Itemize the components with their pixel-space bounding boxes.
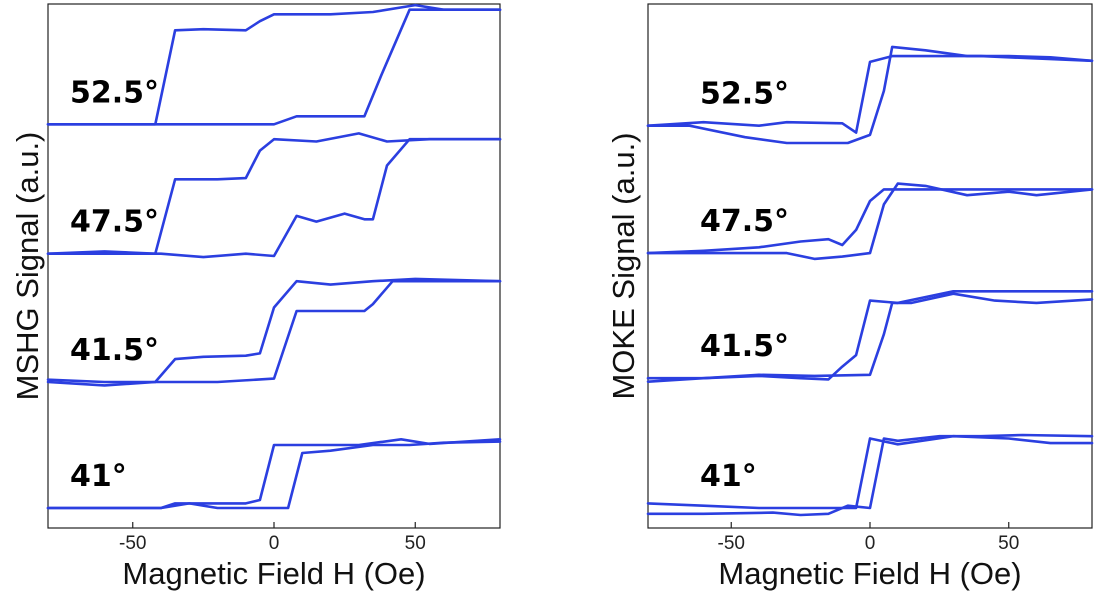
x-tick-label: -50 bbox=[119, 533, 146, 554]
loop-52-5-branch-2 bbox=[46, 8, 502, 126]
curve-label-41-5: 41.5° bbox=[70, 333, 159, 368]
mshg-panel: 52.5° 47.5° 41.5° 41° -50 0 50 Magnetic Field… bbox=[10, 3, 502, 591]
curve-label-41: 41° bbox=[700, 459, 757, 494]
x-tick-label: 50 bbox=[998, 533, 1019, 554]
x-tick-label: 0 bbox=[269, 533, 280, 554]
moke-x-axis-label: Magnetic Field H (Oe) bbox=[718, 556, 1021, 591]
moke-x-ticks: -50 0 50 bbox=[718, 522, 1019, 554]
curve-label-41-5: 41.5° bbox=[700, 329, 789, 364]
x-tick-label: 0 bbox=[865, 533, 876, 554]
curve-label-47-5: 47.5° bbox=[700, 204, 789, 239]
moke-y-axis-label: MOKE Signal (a.u.) bbox=[606, 132, 641, 399]
loop-41-5-branch-2 bbox=[646, 292, 1094, 380]
x-tick-label: 50 bbox=[405, 533, 426, 554]
loop-47-5-branch-2 bbox=[646, 182, 1094, 261]
moke-curves: 52.5° 47.5° 41.5° 41° bbox=[646, 45, 1094, 517]
x-tick-label: -50 bbox=[718, 533, 745, 554]
loop-41-branch-2 bbox=[46, 440, 502, 510]
loop-41-5-branch-2 bbox=[46, 279, 502, 384]
curve-label-52-5: 52.5° bbox=[70, 75, 159, 110]
loop-47-5-branch-1 bbox=[646, 188, 1094, 255]
loop-41-branch-1 bbox=[646, 434, 1094, 510]
curve-label-41: 41° bbox=[70, 459, 127, 494]
mshg-y-axis-label: MSHG Signal (a.u.) bbox=[10, 132, 45, 401]
curve-label-52-5: 52.5° bbox=[700, 77, 789, 112]
moke-panel: 52.5° 47.5° 41.5° 41° -50 0 50 Magnetic Field… bbox=[606, 3, 1094, 591]
loop-52-5-branch-2 bbox=[646, 45, 1094, 145]
loop-47-5-branch-2 bbox=[46, 137, 502, 259]
curve-label-47-5: 47.5° bbox=[70, 205, 159, 240]
loop-41-branch-2 bbox=[646, 433, 1094, 517]
mshg-x-ticks: -50 0 50 bbox=[119, 522, 426, 554]
mshg-curves: 52.5° 47.5° 41.5° 41° bbox=[46, 3, 502, 510]
mshg-x-axis-label: Magnetic Field H (Oe) bbox=[122, 556, 425, 591]
